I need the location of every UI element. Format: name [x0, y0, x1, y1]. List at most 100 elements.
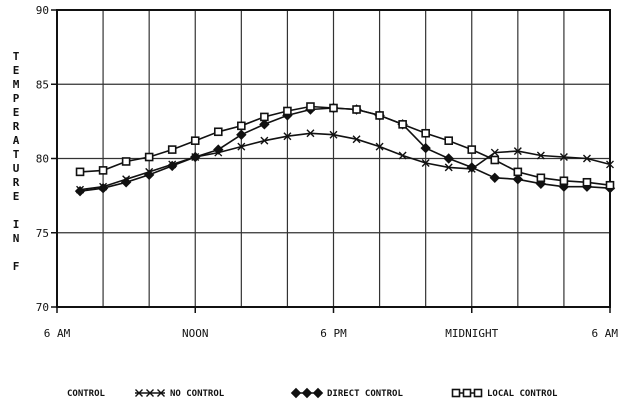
legend-marker	[462, 388, 472, 398]
y-label-letter: R	[13, 120, 20, 133]
data-point	[144, 152, 154, 162]
data-point	[606, 160, 614, 169]
data-point	[467, 145, 477, 154]
data-point	[213, 144, 224, 155]
y-tick-label: 75	[36, 227, 49, 240]
x-tick-label: NOON	[182, 327, 209, 340]
legend-title: CONTROL	[67, 389, 106, 399]
data-point	[236, 129, 247, 140]
y-label-letter: F	[13, 260, 20, 273]
x-tick-label: 6 AM	[592, 327, 619, 340]
data-point	[375, 111, 384, 120]
data-point	[98, 166, 108, 175]
legend-marker	[146, 389, 154, 397]
legend-label: LOCAL CONTROL	[487, 389, 558, 399]
data-point	[121, 157, 131, 166]
data-point	[398, 120, 407, 129]
x-tick-label: 6 PM	[320, 327, 347, 340]
legend-label: NO CONTROL	[170, 389, 225, 399]
data-point	[213, 127, 223, 137]
data-point	[97, 182, 109, 194]
data-point	[536, 151, 545, 160]
series-no-control	[76, 129, 614, 194]
series-group	[74, 102, 616, 197]
data-point	[444, 163, 453, 172]
x-tick-label: 6 AM	[44, 327, 71, 340]
data-point	[167, 160, 178, 172]
data-point	[512, 174, 524, 185]
legend-marker	[157, 389, 165, 397]
x-axis: 6 AM NOON 6 PM MIDNIGHT 6 AM	[44, 307, 619, 340]
legend-marker	[473, 388, 483, 398]
data-point	[513, 147, 522, 156]
y-label-letter: E	[13, 190, 20, 203]
data-point	[143, 169, 155, 181]
y-label-letter: T	[13, 148, 20, 161]
y-label-letter: U	[13, 162, 20, 175]
y-label-letter: E	[13, 64, 20, 77]
data-point	[582, 177, 592, 187]
data-point	[329, 103, 338, 113]
data-point	[190, 136, 200, 145]
data-point	[559, 153, 568, 162]
y-label-letter: E	[13, 106, 20, 119]
data-point	[259, 119, 270, 130]
legend-item: NO CONTROL	[135, 389, 225, 399]
data-point	[398, 151, 407, 160]
y-label-letter: A	[13, 134, 20, 147]
legend-marker	[312, 387, 324, 399]
data-point	[582, 154, 591, 163]
data-point	[421, 158, 430, 167]
legend-item: DIRECT CONTROL	[290, 387, 403, 399]
data-point	[120, 177, 132, 188]
legend: CONTROL NO CONTROL DIRECT CONTROL LOCAL CO…	[67, 387, 558, 399]
data-point	[352, 135, 361, 144]
y-label-letter: P	[13, 92, 20, 105]
data-point	[167, 145, 177, 154]
data-point	[237, 142, 246, 151]
y-label-letter: T	[13, 50, 20, 63]
data-point	[75, 167, 85, 177]
series-line	[79, 105, 611, 186]
data-point	[490, 148, 499, 157]
data-point	[260, 136, 269, 145]
data-point	[329, 130, 338, 139]
data-point	[283, 132, 292, 141]
legend-label: DIRECT CONTROL	[327, 389, 403, 399]
data-point	[443, 153, 454, 164]
legend-item: LOCAL CONTROL	[451, 388, 558, 399]
y-label-letter: N	[13, 232, 20, 245]
y-axis: 70 75 80 85 90	[36, 4, 57, 314]
data-point	[559, 176, 569, 186]
series-line	[79, 107, 611, 192]
data-point	[605, 180, 615, 190]
data-point	[190, 151, 201, 163]
legend-marker	[135, 389, 143, 397]
legend-marker	[301, 387, 313, 399]
legend-marker	[290, 387, 302, 399]
data-point	[420, 142, 431, 154]
data-point	[536, 173, 546, 183]
series-direct-control	[74, 102, 616, 197]
data-point	[513, 167, 523, 177]
y-label-letter: M	[13, 78, 20, 91]
y-tick-label: 70	[36, 301, 49, 314]
data-point	[352, 105, 361, 114]
data-point	[237, 121, 246, 131]
legend-marker	[451, 388, 461, 398]
x-tick-label: MIDNIGHT	[445, 327, 498, 340]
data-point	[466, 162, 477, 173]
series-local-control	[75, 102, 615, 190]
data-point	[375, 142, 384, 151]
y-tick-label: 85	[36, 78, 49, 91]
data-point	[306, 102, 315, 111]
y-tick-label: 80	[36, 153, 49, 166]
data-point	[489, 172, 500, 184]
data-point	[421, 128, 430, 138]
data-point	[74, 185, 86, 197]
data-point	[490, 155, 500, 165]
y-tick-label: 90	[36, 4, 49, 17]
data-point	[444, 136, 454, 145]
